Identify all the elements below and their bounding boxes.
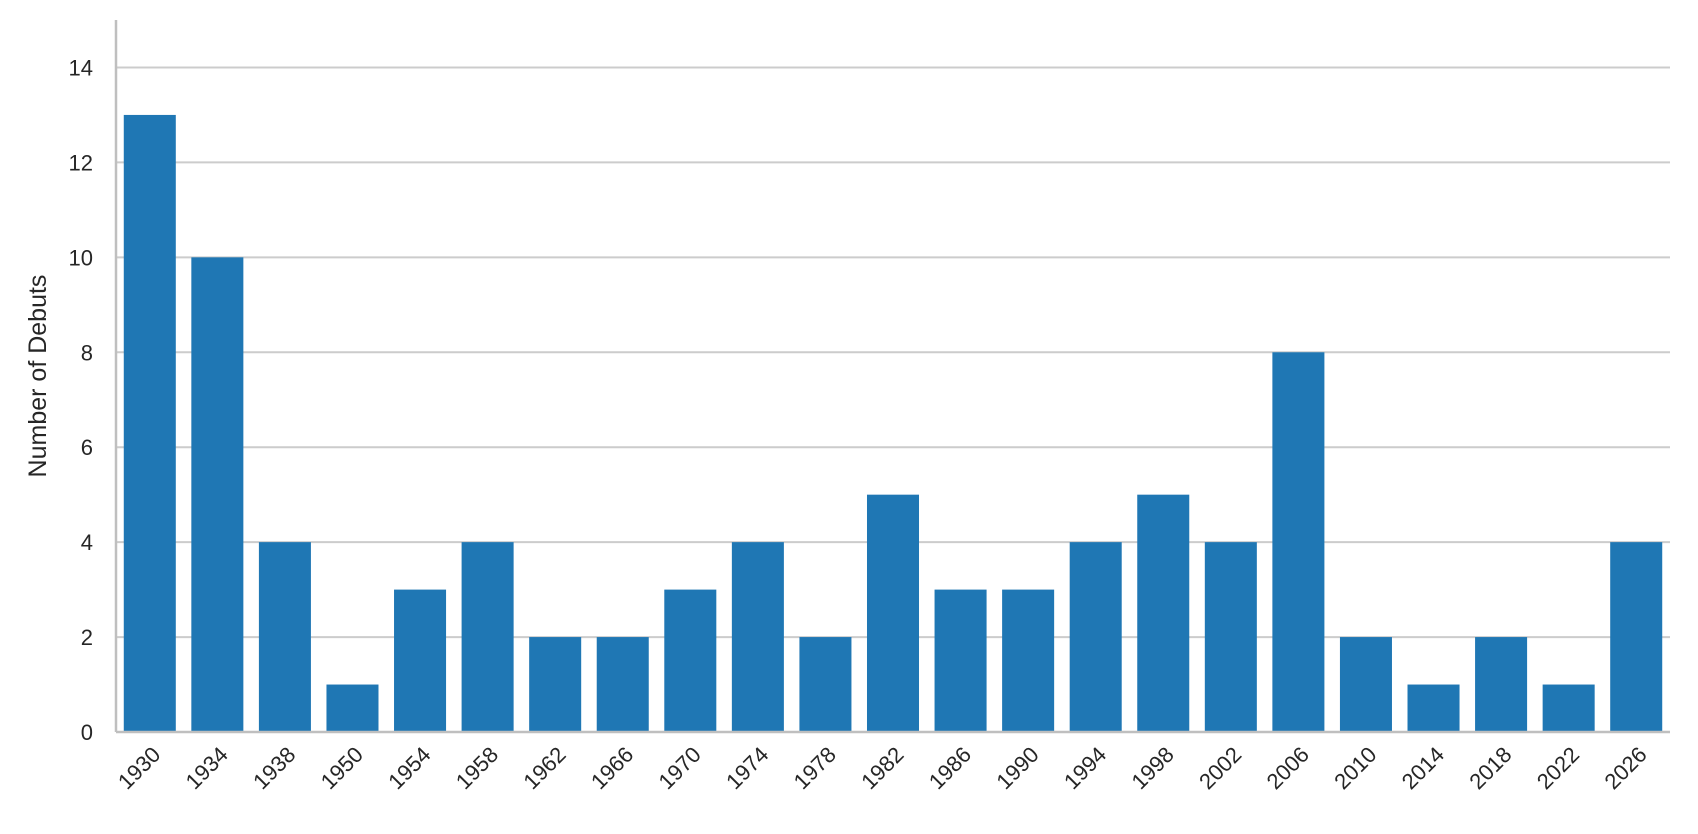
x-tick-label: 1986 — [924, 742, 976, 794]
bar-1962 — [529, 637, 582, 732]
x-tick-label: 1962 — [518, 742, 570, 794]
x-tick-label: 1990 — [991, 742, 1043, 794]
bar-1970 — [664, 589, 717, 732]
y-tick-label: 0 — [81, 720, 93, 745]
y-tick-label: 10 — [69, 245, 93, 270]
x-tick-label: 2010 — [1329, 742, 1381, 794]
x-tick-label: 2002 — [1194, 742, 1246, 794]
bar-2010 — [1339, 637, 1392, 732]
y-tick-label: 14 — [69, 55, 93, 80]
y-tick-label: 8 — [81, 340, 93, 365]
y-tick-label: 4 — [81, 530, 93, 555]
bar-2002 — [1204, 542, 1257, 732]
x-tick-label: 1974 — [721, 742, 773, 794]
x-tick-label: 1966 — [586, 742, 638, 794]
x-tick-label: 1958 — [451, 742, 503, 794]
bar-2006 — [1272, 352, 1325, 732]
x-tick-label: 1978 — [789, 742, 841, 794]
x-tick-label: 1938 — [248, 742, 300, 794]
bar-1982 — [866, 494, 920, 732]
bar-1966 — [596, 637, 649, 732]
bar-1950 — [326, 684, 379, 732]
x-tick-label: 1982 — [856, 742, 908, 794]
y-tick-label: 6 — [81, 435, 93, 460]
x-tick-label: 2022 — [1532, 742, 1584, 794]
bar-2014 — [1407, 684, 1460, 732]
x-tick-label: 2018 — [1464, 742, 1516, 794]
x-tick-label: 1950 — [316, 742, 368, 794]
bar-1990 — [1002, 589, 1055, 732]
y-tick-label: 2 — [81, 625, 93, 650]
x-tick-label: 1954 — [383, 742, 435, 794]
bar-1938 — [258, 542, 311, 732]
bar-1974 — [731, 542, 784, 732]
bar-1998 — [1137, 494, 1190, 732]
x-tick-labels: 1930 1934 1938 1950 1954 1958 1962 1966 1970 1974… — [113, 742, 1652, 794]
x-tick-label: 1994 — [1059, 742, 1111, 794]
bar-1934 — [191, 257, 244, 732]
bars — [123, 114, 1663, 732]
y-tick-label: 12 — [69, 150, 93, 175]
bar-1994 — [1069, 542, 1122, 732]
bar-2026 — [1610, 542, 1663, 732]
bar-1930 — [123, 114, 176, 732]
x-tick-label: 1998 — [1127, 742, 1179, 794]
bar-2022 — [1542, 684, 1595, 732]
x-tick-label: 2014 — [1397, 742, 1449, 794]
bar-1954 — [394, 589, 447, 732]
bar-1958 — [461, 542, 514, 732]
y-axis-title: Number of Debuts — [24, 275, 52, 478]
x-tick-label: 2006 — [1262, 742, 1314, 794]
y-tick-labels: 0 2 4 6 8 10 12 14 — [69, 55, 93, 745]
bar-1986 — [934, 589, 987, 732]
x-tick-label: 1970 — [654, 742, 706, 794]
bar-2018 — [1475, 637, 1528, 732]
bar-1978 — [799, 637, 852, 732]
x-tick-label: 1934 — [181, 742, 233, 794]
x-tick-label: 2026 — [1599, 742, 1651, 794]
x-tick-label: 1930 — [113, 742, 165, 794]
gridlines — [116, 66, 1670, 639]
